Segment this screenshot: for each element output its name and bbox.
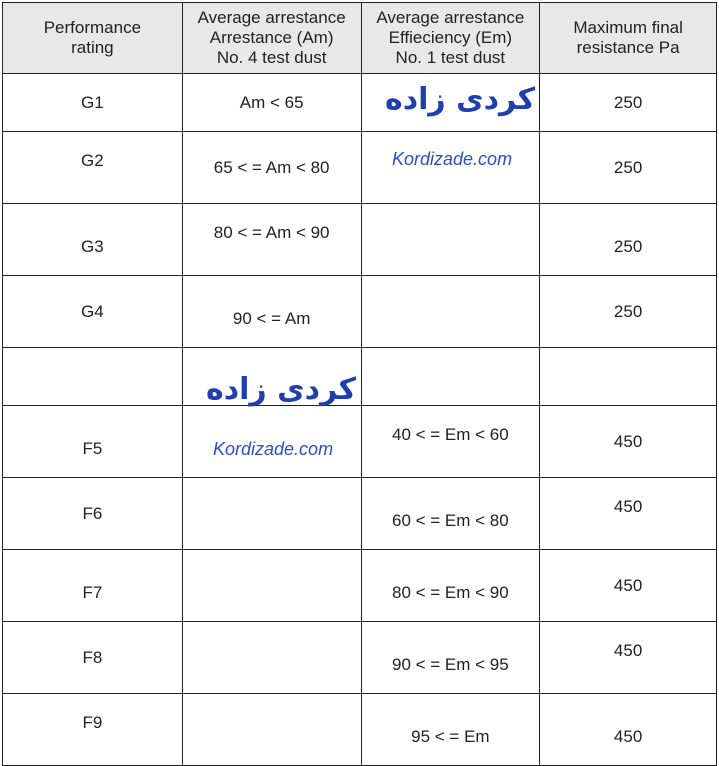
cell-em: 90 < = Em < 95 xyxy=(360,621,541,694)
table-row xyxy=(2,347,717,406)
header-line: Maximum final xyxy=(573,18,683,37)
table-row: F5 40 < = Em < 60 450 xyxy=(2,405,717,478)
cell-pa: 450 xyxy=(539,405,717,478)
header-final-resistance: Maximum final resistance Pa xyxy=(539,2,717,74)
cell-am xyxy=(181,693,362,766)
cell-em: 60 < = Em < 80 xyxy=(360,477,541,550)
cell-pa xyxy=(539,347,717,406)
cell-am xyxy=(181,621,362,694)
header-row: Performance rating Average arrestance Arre… xyxy=(2,2,717,74)
cell-em xyxy=(360,73,541,132)
cell-pa: 250 xyxy=(539,73,717,132)
cell-am: 65 < = Am < 80 xyxy=(181,131,362,204)
header-performance-rating: Performance rating xyxy=(2,2,183,74)
cell-am: 80 < = Am < 90 xyxy=(181,203,362,276)
cell-pa: 450 xyxy=(539,549,717,622)
header-line: No. 4 test dust xyxy=(216,48,327,67)
header-arrestance: Average arrestance Arrestance (Am) No. 4 t… xyxy=(181,2,362,74)
cell-rating: F8 xyxy=(2,621,183,694)
header-line: resistance Pa xyxy=(576,38,680,57)
cell-pa: 250 xyxy=(539,275,717,348)
header-line: Effieciency (Em) xyxy=(388,28,513,47)
cell-am: Am < 65 xyxy=(181,73,362,132)
cell-em xyxy=(360,347,541,406)
cell-rating: F7 xyxy=(2,549,183,622)
cell-am: 90 < = Am xyxy=(181,275,362,348)
header-line: rating xyxy=(71,38,114,57)
cell-pa: 450 xyxy=(539,477,717,550)
table-row: G4 90 < = Am 250 xyxy=(2,275,717,348)
table-row: G1 Am < 65 250 xyxy=(2,73,717,132)
cell-am xyxy=(181,477,362,550)
cell-em xyxy=(360,131,541,204)
cell-rating: G4 xyxy=(2,275,183,348)
cell-rating: F5 xyxy=(2,405,183,478)
cell-pa: 450 xyxy=(539,693,717,766)
cell-rating: G2 xyxy=(2,131,183,204)
cell-pa: 250 xyxy=(539,203,717,276)
cell-em xyxy=(360,275,541,348)
cell-rating: F6 xyxy=(2,477,183,550)
header-line: Average arrestance xyxy=(376,8,525,27)
header-efficiency: Average arrestance Effieciency (Em) No. 1 … xyxy=(360,2,541,74)
cell-am xyxy=(181,347,362,406)
table-row: F6 60 < = Em < 80 450 xyxy=(2,477,717,550)
cell-pa: 250 xyxy=(539,131,717,204)
cell-am xyxy=(181,405,362,478)
cell-pa: 450 xyxy=(539,621,717,694)
cell-rating: F9 xyxy=(2,693,183,766)
header-line: Performance xyxy=(43,18,142,37)
table-row: F9 95 < = Em 450 xyxy=(2,693,717,766)
cell-em xyxy=(360,203,541,276)
cell-rating xyxy=(2,347,183,406)
header-line: No. 1 test dust xyxy=(395,48,506,67)
cell-em: 80 < = Em < 90 xyxy=(360,549,541,622)
header-line: Average arrestance xyxy=(197,8,346,27)
table-row: G3 80 < = Am < 90 250 xyxy=(2,203,717,276)
cell-rating: G1 xyxy=(2,73,183,132)
header-line: Arrestance (Am) xyxy=(209,28,334,47)
cell-am xyxy=(181,549,362,622)
cell-rating: G3 xyxy=(2,203,183,276)
cell-em: 95 < = Em xyxy=(360,693,541,766)
table-row: F8 90 < = Em < 95 450 xyxy=(2,621,717,694)
table-row: F7 80 < = Em < 90 450 xyxy=(2,549,717,622)
table-row: G2 65 < = Am < 80 250 xyxy=(2,131,717,204)
cell-em: 40 < = Em < 60 xyxy=(360,405,541,478)
